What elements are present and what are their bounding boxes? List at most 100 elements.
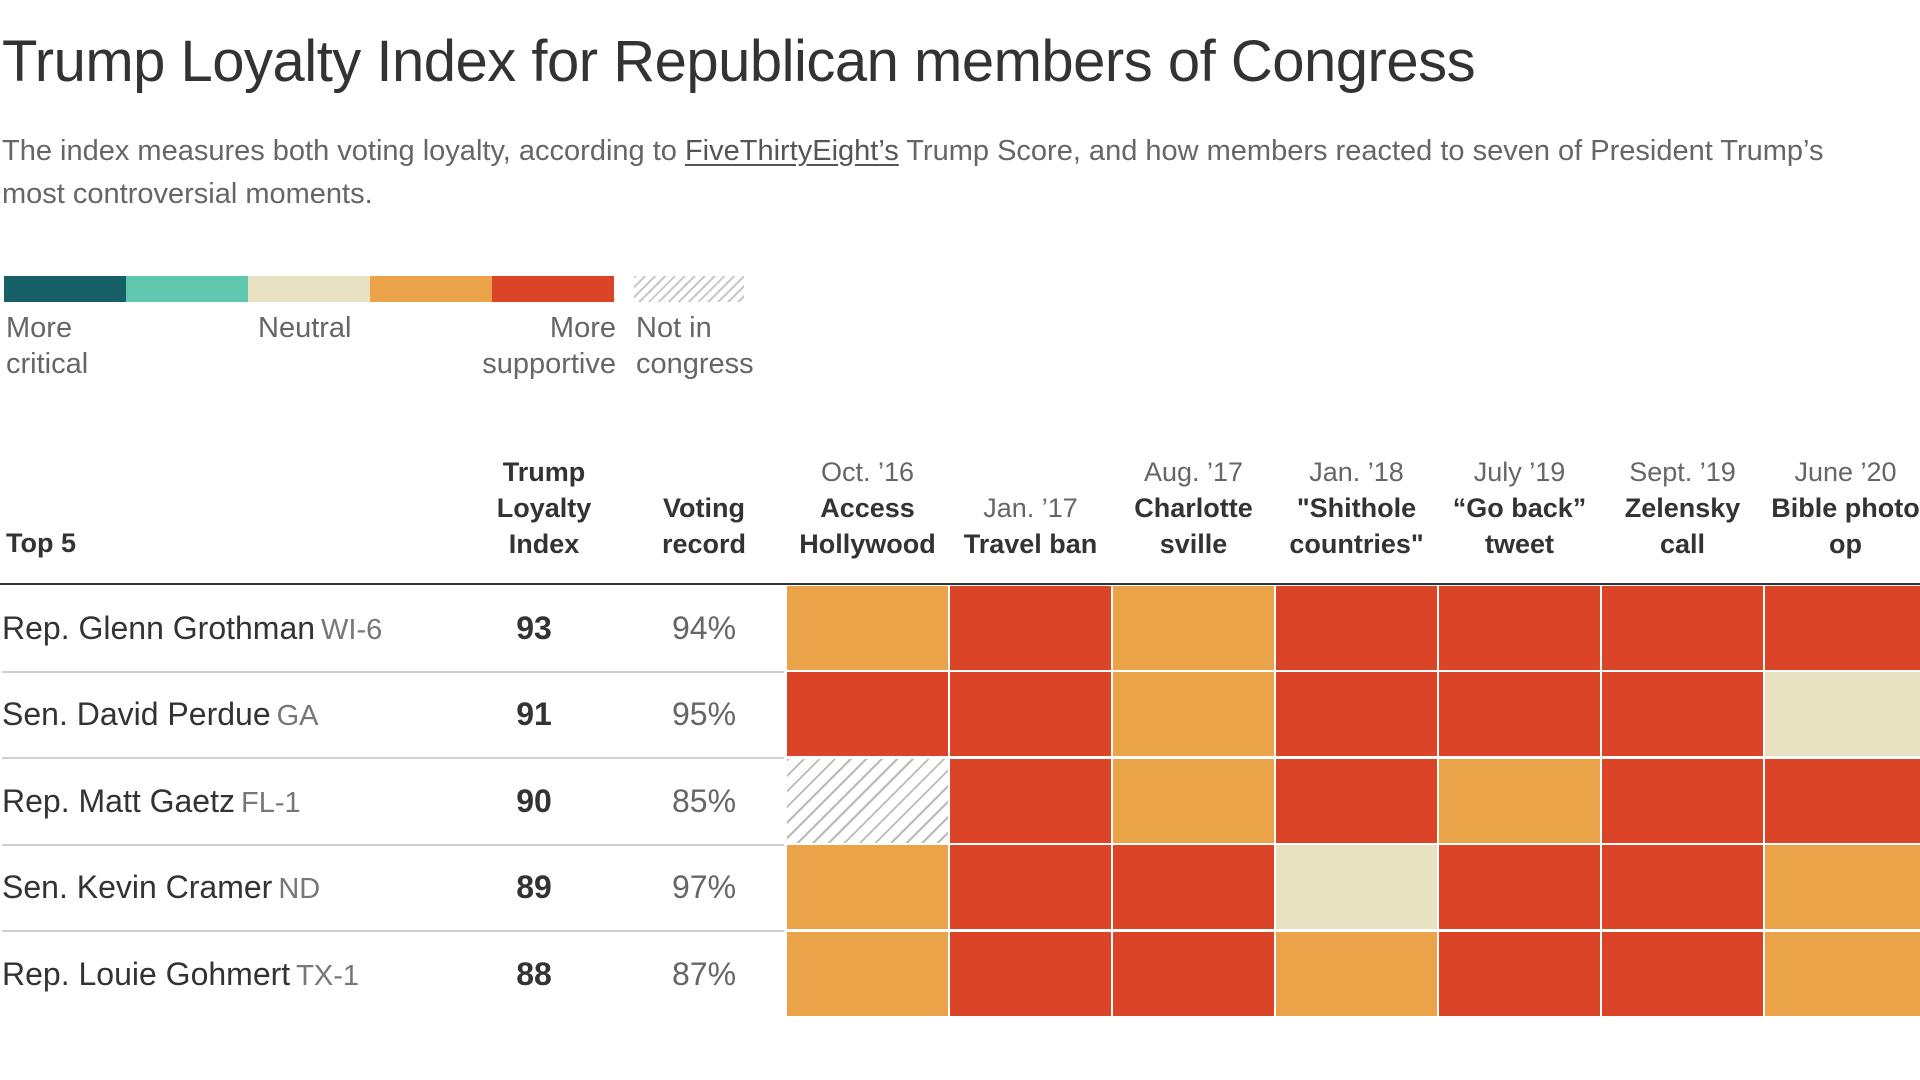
subtitle-text-start: The index measures both voting loyalty, … bbox=[2, 135, 685, 167]
legend-swatch-neutral bbox=[248, 276, 370, 302]
event-date: Jan. ’18 bbox=[1309, 457, 1404, 487]
heatmap-cell bbox=[1276, 845, 1437, 930]
heatmap-cell bbox=[787, 758, 948, 843]
member-district: ND bbox=[278, 873, 321, 906]
header-rule bbox=[0, 583, 1920, 585]
row-voting-record: 97% bbox=[671, 869, 737, 906]
member-district: WI-6 bbox=[321, 614, 383, 646]
heatmap-cell bbox=[787, 672, 948, 757]
fivethirtyeight-link[interactable]: FiveThirtyEight’s bbox=[684, 135, 899, 167]
heatmap-cell bbox=[950, 845, 1111, 930]
event-header: Jan. ’17 Travel ban bbox=[940, 490, 1121, 562]
heatmap-cell bbox=[1276, 758, 1437, 843]
event-name: Bible photo op bbox=[1771, 493, 1920, 559]
event-date: June ’20 bbox=[1794, 457, 1897, 487]
heatmap-cell bbox=[1276, 672, 1437, 757]
event-header: June ’20 Bible photo op bbox=[1755, 454, 1920, 562]
heatmap-cell bbox=[787, 586, 948, 670]
heatmap-cell bbox=[1765, 758, 1920, 843]
member-name: Rep. Louie Gohmert bbox=[2, 955, 291, 992]
heatmap-cell bbox=[1602, 586, 1763, 670]
member-name: Rep. Glenn Grothman bbox=[2, 610, 316, 646]
legend-swatch-more-supportive bbox=[492, 276, 614, 302]
row-member-name: Rep. Louie Gohmert TX-1 bbox=[2, 956, 359, 993]
event-date: Oct. ’16 bbox=[820, 457, 915, 487]
heatmap-cell bbox=[1602, 845, 1763, 930]
heatmap-cell bbox=[1765, 586, 1920, 670]
heatmap-cell bbox=[1439, 672, 1600, 757]
legend-label-not-in-congress: Not in congress bbox=[636, 312, 754, 380]
chart-subtitle: The index measures both voting loyalty, … bbox=[2, 130, 1882, 216]
heatmap-cell bbox=[1439, 845, 1600, 930]
event-date: Sept. ’19 bbox=[1629, 457, 1736, 487]
heatmap-cell bbox=[1765, 931, 1920, 1016]
event-header: Oct. ’16 Access Hollywood bbox=[777, 454, 958, 562]
event-name: "Shithole countries" bbox=[1289, 493, 1424, 559]
row-divider bbox=[2, 757, 784, 760]
heatmap-cell bbox=[1113, 672, 1274, 757]
event-name: Zelensky call bbox=[1624, 493, 1741, 559]
event-header: Aug. ’17 Charlotte sville bbox=[1103, 454, 1284, 562]
legend-label-more-supportive: More supportive bbox=[482, 312, 616, 380]
row-loyalty-index: 93 bbox=[516, 610, 552, 646]
legend-label-more-critical: More critical bbox=[6, 312, 89, 380]
event-header: Sept. ’19 Zelensky call bbox=[1592, 454, 1773, 562]
member-district: GA bbox=[276, 700, 319, 733]
row-divider bbox=[2, 843, 784, 846]
heatmap-cell bbox=[950, 931, 1111, 1016]
event-header: July ’19 “Go back” tweet bbox=[1429, 454, 1610, 562]
heatmap-cell bbox=[1765, 672, 1920, 757]
heatmap-cell bbox=[1113, 758, 1274, 843]
member-district: TX-1 bbox=[296, 959, 359, 992]
event-date: July ’19 bbox=[1473, 457, 1566, 487]
row-divider bbox=[2, 930, 784, 933]
member-name: Sen. Kevin Cramer bbox=[2, 869, 273, 906]
legend-label-neutral: Neutral bbox=[258, 312, 352, 344]
top5-label: Top 5 bbox=[6, 528, 76, 558]
heatmap-cell bbox=[1439, 586, 1600, 670]
event-date: Aug. ’17 bbox=[1143, 457, 1244, 487]
row-divider bbox=[2, 671, 784, 673]
row-voting-record: 95% bbox=[671, 696, 737, 733]
legend-swatch-not-in-congress bbox=[634, 276, 744, 302]
heatmap-cell bbox=[1602, 758, 1763, 843]
heatmap-cell bbox=[1602, 672, 1763, 757]
heatmap-cell bbox=[1276, 586, 1437, 670]
event-header: Jan. ’18 "Shithole countries" bbox=[1266, 454, 1447, 562]
heatmap-cell bbox=[950, 758, 1111, 843]
event-name: “Go back” tweet bbox=[1452, 493, 1587, 559]
legend-swatch-supportive bbox=[370, 276, 492, 302]
heatmap-cell bbox=[950, 672, 1111, 757]
heatmap-cell bbox=[1276, 931, 1437, 1016]
event-date: Jan. ’17 bbox=[983, 493, 1078, 523]
heatmap-cell bbox=[787, 845, 948, 930]
heatmap-cell bbox=[1113, 845, 1274, 930]
subtitle-text-end: Trump Score, and how members reacted to … bbox=[2, 135, 1824, 210]
member-name: Sen. David Perdue bbox=[2, 696, 271, 733]
heatmap-cell bbox=[1439, 758, 1600, 843]
event-name: Access Hollywood bbox=[799, 493, 936, 559]
heatmap-cell bbox=[1113, 586, 1274, 670]
legend-swatch-critical bbox=[126, 276, 248, 302]
row-member-name: Sen. David Perdue GA bbox=[2, 696, 319, 733]
heatmap-cell bbox=[787, 931, 948, 1016]
event-name: Travel ban bbox=[963, 529, 1098, 559]
row-loyalty-index: 90 bbox=[516, 782, 552, 819]
row-voting-record: 85% bbox=[671, 782, 737, 819]
row-loyalty-index: 88 bbox=[516, 955, 552, 992]
row-member-name: Rep. Matt Gaetz FL-1 bbox=[2, 783, 301, 820]
event-name: Charlotte sville bbox=[1134, 493, 1253, 559]
row-loyalty-index: 91 bbox=[516, 696, 552, 733]
heatmap-cell bbox=[950, 586, 1111, 670]
member-name: Rep. Matt Gaetz bbox=[2, 782, 235, 819]
row-member-name: Sen. Kevin Cramer ND bbox=[2, 869, 320, 906]
heatmap-cell bbox=[1765, 845, 1920, 930]
row-loyalty-index: 89 bbox=[516, 869, 552, 906]
heatmap-cell bbox=[1439, 931, 1600, 1016]
loyalty-index-header: Trump Loyalty Index bbox=[496, 457, 592, 559]
voting-record-header: Voting record bbox=[661, 493, 747, 559]
row-voting-record: 87% bbox=[671, 955, 737, 992]
row-member-name: Rep. Glenn Grothman WI-6 bbox=[2, 610, 382, 647]
heatmap-cell bbox=[1602, 931, 1763, 1016]
